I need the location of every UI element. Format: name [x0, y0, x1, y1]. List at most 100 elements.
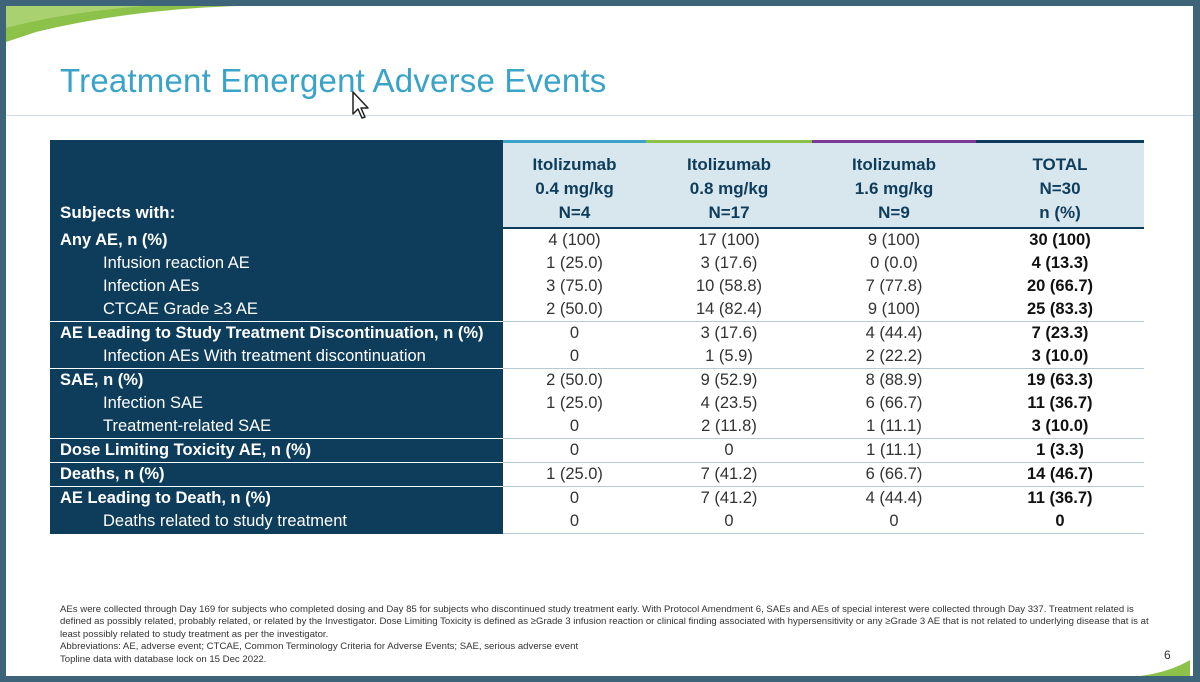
cell: 3 (17.6)	[646, 321, 812, 345]
row-label: Dose Limiting Toxicity AE, n (%)	[50, 438, 503, 463]
cell-total: 20 (66.7)	[1026, 277, 1094, 295]
cell: 0	[503, 438, 646, 463]
row-label: AE Leading to Death, n (%)	[50, 486, 503, 510]
cell: 2 (50.0)	[503, 368, 646, 392]
title-divider	[6, 115, 1193, 116]
cell: 4 (44.4)	[812, 486, 976, 510]
header-line: TOTAL	[1032, 155, 1088, 174]
row-label: CTCAE Grade ≥3 AE	[50, 298, 503, 322]
row-label: Infection AEs	[50, 275, 503, 298]
cell-total: 11 (36.7)	[1027, 394, 1093, 412]
row-label: Deaths, n (%)	[50, 462, 503, 487]
cell: 3 (75.0)	[546, 277, 603, 295]
header-line: N=30	[1039, 179, 1081, 198]
cell-total: 7 (23.3)	[976, 321, 1144, 345]
table-row: AE Leading to Death, n (%) 0 7 (41.2) 4 …	[50, 486, 1144, 510]
cell: 0	[812, 510, 976, 534]
cell: 9 (52.9)	[646, 368, 812, 392]
table-row: AE Leading to Study Treatment Discontinu…	[50, 321, 1144, 345]
cell-total: 30 (100)	[1029, 231, 1091, 249]
table-row: Any AE, n (%) 4 (100) 17 (100) 9 (100) 3…	[50, 228, 1144, 252]
row-label: Any AE, n (%)	[50, 228, 503, 252]
table-header-row: Subjects with: Itolizumab 0.4 mg/kg N=4 …	[50, 140, 1144, 229]
header-line: 0.8 mg/kg	[689, 179, 769, 198]
footnote-definitions: AEs were collected through Day 169 for s…	[60, 604, 1149, 640]
cell: 9 (100)	[867, 300, 921, 318]
cell-total: 14 (46.7)	[976, 462, 1144, 487]
decorative-swoosh	[6, 6, 236, 42]
header-total: TOTAL N=30 n (%)	[976, 140, 1144, 229]
cell: 0	[503, 486, 646, 510]
header-line: 0.4 mg/kg	[535, 179, 614, 198]
cell: 0	[646, 438, 812, 463]
mouse-pointer-icon	[352, 91, 369, 119]
table-row: Infusion reaction AE 1 (25.0) 3 (17.6) 0…	[50, 252, 1144, 275]
cell: 7 (77.8)	[865, 277, 923, 295]
table-row: Infection AEs 3 (75.0) 10 (58.8) 7 (77.8…	[50, 275, 1144, 298]
cell: 2 (11.8)	[701, 417, 757, 435]
cell: 1 (25.0)	[503, 462, 646, 487]
slide-title: Treatment Emergent Adverse Events	[60, 62, 607, 99]
cell: 2 (22.2)	[865, 347, 923, 365]
row-label: Infusion reaction AE	[50, 252, 503, 275]
cell: 0 (0.0)	[870, 254, 918, 272]
cell: 6 (66.7)	[865, 394, 923, 412]
cell: 17 (100)	[698, 231, 760, 249]
slide: Treatment Emergent Adverse Events Subjec…	[6, 6, 1193, 676]
cell: 7 (41.2)	[646, 486, 812, 510]
cell: 8 (88.9)	[812, 368, 976, 392]
cell-total: 3 (10.0)	[1031, 347, 1089, 365]
header-dose-0-8: Itolizumab 0.8 mg/kg N=17	[646, 140, 812, 229]
table-row: Infection AEs With treatment discontinua…	[50, 345, 1144, 369]
row-label: Infection AEs With treatment discontinua…	[50, 345, 503, 369]
cell-total: 4 (13.3)	[1031, 254, 1089, 272]
header-dose-1-6: Itolizumab 1.6 mg/kg N=9	[812, 140, 976, 229]
row-label: Infection SAE	[50, 392, 503, 415]
cell: 0	[646, 510, 812, 534]
header-line: Itolizumab	[532, 155, 617, 174]
decorative-corner-swoosh	[1140, 660, 1190, 676]
cell-total: 19 (63.3)	[976, 368, 1144, 392]
header-line: n (%)	[1039, 203, 1081, 222]
cell: 9 (100)	[867, 231, 921, 249]
adverse-events-table: Subjects with: Itolizumab 0.4 mg/kg N=4 …	[50, 140, 1144, 534]
header-line: Itolizumab	[686, 155, 772, 174]
page-number: 6	[1164, 648, 1171, 662]
header-line: N=4	[558, 203, 591, 222]
footnote-abbreviations: Abbreviations: AE, adverse event; CTCAE,…	[60, 641, 579, 653]
cell: 3 (17.6)	[700, 254, 758, 272]
cell: 0	[569, 347, 580, 365]
cell: 1 (5.9)	[705, 347, 753, 365]
header-line: N=17	[708, 203, 750, 222]
cell: 1 (25.0)	[546, 254, 603, 272]
header-dose-0-4: Itolizumab 0.4 mg/kg N=4	[503, 140, 646, 229]
cell: 1 (25.0)	[546, 394, 603, 412]
row-label: AE Leading to Study Treatment Discontinu…	[50, 321, 503, 345]
table-row: Infection SAE 1 (25.0) 4 (23.5) 6 (66.7)…	[50, 392, 1144, 415]
cell: 0	[503, 321, 646, 345]
cell: 0	[503, 510, 646, 534]
footnote-data-lock: Topline data with database lock on 15 De…	[60, 653, 267, 665]
header-line: 1.6 mg/kg	[854, 179, 934, 198]
cell: 2 (50.0)	[546, 300, 603, 318]
table-row: Treatment-related SAE 0 2 (11.8) 1 (11.1…	[50, 415, 1144, 439]
cell-total: 3 (10.0)	[1031, 417, 1089, 435]
footnotes: AEs were collected through Day 169 for s…	[60, 604, 1150, 666]
cell: 4 (44.4)	[812, 321, 976, 345]
cell-total: 25 (83.3)	[1026, 300, 1094, 318]
cell: 6 (66.7)	[812, 462, 976, 487]
cell: 14 (82.4)	[695, 300, 763, 318]
cell: 1 (11.1)	[812, 438, 976, 463]
table-row: Deaths related to study treatment 0 0 0 …	[50, 510, 1144, 534]
cell: 4 (23.5)	[700, 394, 758, 412]
cell: 10 (58.8)	[695, 277, 763, 295]
table-row: Dose Limiting Toxicity AE, n (%) 0 0 1 (…	[50, 438, 1144, 463]
header-line: N=9	[878, 203, 910, 222]
table-row: CTCAE Grade ≥3 AE 2 (50.0) 14 (82.4) 9 (…	[50, 298, 1144, 322]
table-row: Deaths, n (%) 1 (25.0) 7 (41.2) 6 (66.7)…	[50, 462, 1144, 487]
row-label: SAE, n (%)	[50, 368, 503, 392]
cell-total: 1 (3.3)	[976, 438, 1144, 463]
table-row: SAE, n (%) 2 (50.0) 9 (52.9) 8 (88.9) 19…	[50, 368, 1144, 392]
cell-total: 0	[976, 510, 1144, 534]
header-line: Itolizumab	[851, 155, 937, 174]
